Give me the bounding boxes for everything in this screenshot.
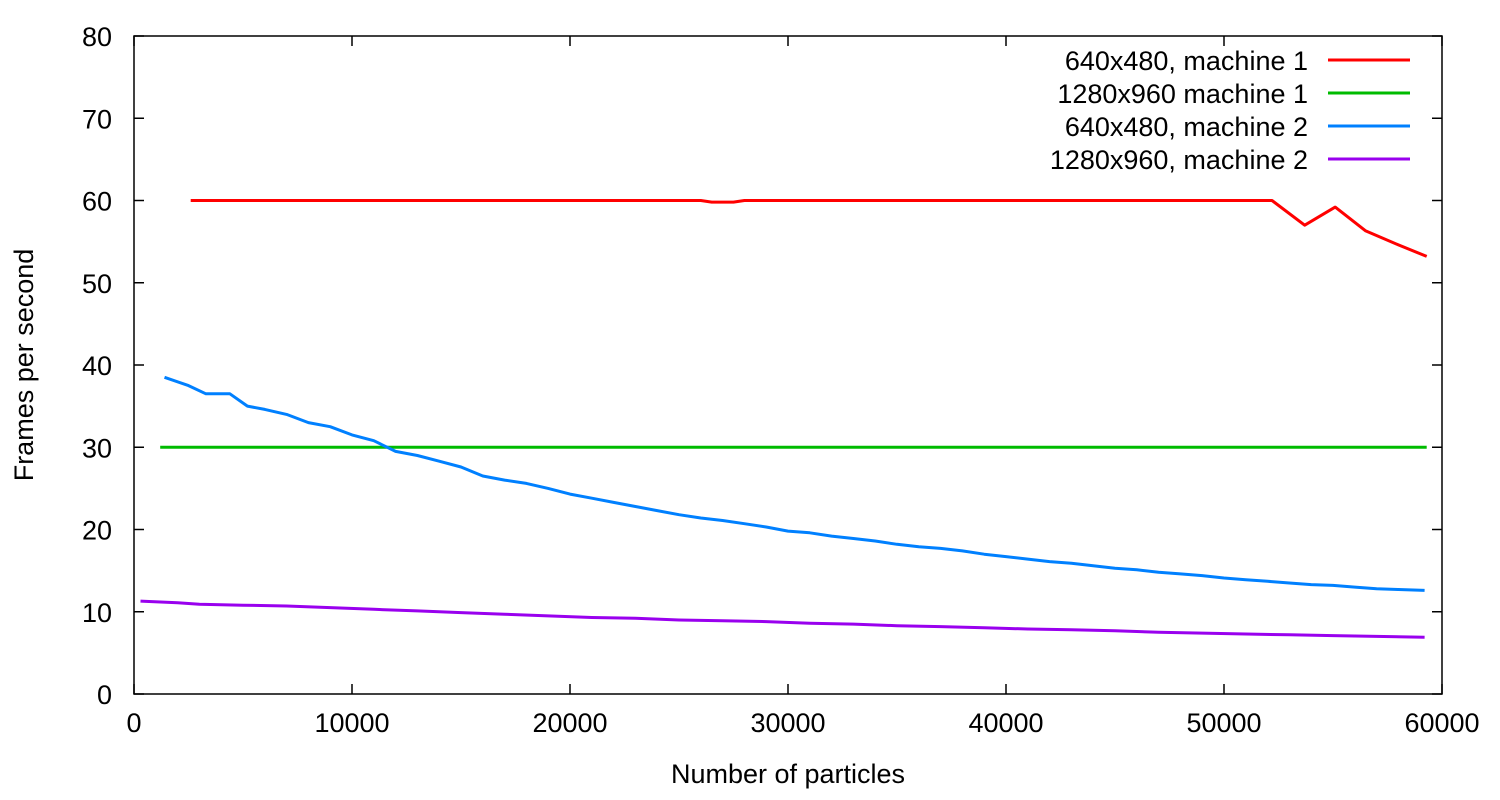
- series-line-3: [164, 375, 1425, 592]
- series-line-4: [140, 599, 1425, 639]
- series-line-1: [190, 199, 1428, 258]
- x-tick-label: 40000: [968, 708, 1043, 738]
- y-tick-label: 20: [82, 516, 112, 546]
- x-axis: 0 10000 20000 30000 40000 50000 60000: [126, 36, 1480, 738]
- x-tick-label: 50000: [1186, 708, 1261, 738]
- x-axis-label: Number of particles: [671, 759, 905, 789]
- y-tick-label: 60: [82, 187, 112, 217]
- plot-area: 0 10000 20000 30000 40000 50000 60000 0 10 20 30 4…: [82, 22, 1480, 738]
- y-tick-label: 50: [82, 269, 112, 299]
- y-axis-label: Frames per second: [9, 249, 39, 482]
- legend-label-3: 640x480, machine 2: [1065, 112, 1308, 142]
- y-tick-label: 70: [82, 104, 112, 134]
- series-lines: [140, 199, 1428, 639]
- legend-label-2: 1280x960 machine 1: [1057, 79, 1308, 109]
- legend-label-1: 640x480, machine 1: [1065, 46, 1308, 76]
- y-tick-label: 30: [82, 433, 112, 463]
- legend-label-4: 1280x960, machine 2: [1050, 145, 1308, 175]
- y-tick-label: 10: [82, 598, 112, 628]
- x-tick-label: 60000: [1404, 708, 1479, 738]
- y-axis: 0 10 20 30 40 50 60 70 80: [82, 22, 1442, 710]
- y-tick-label: 80: [82, 22, 112, 52]
- y-tick-label: 0: [97, 680, 112, 710]
- x-tick-label: 20000: [532, 708, 607, 738]
- y-tick-label: 40: [82, 351, 112, 381]
- x-tick-label: 10000: [314, 708, 389, 738]
- x-tick-label: 30000: [750, 708, 825, 738]
- x-tick-label: 0: [126, 708, 141, 738]
